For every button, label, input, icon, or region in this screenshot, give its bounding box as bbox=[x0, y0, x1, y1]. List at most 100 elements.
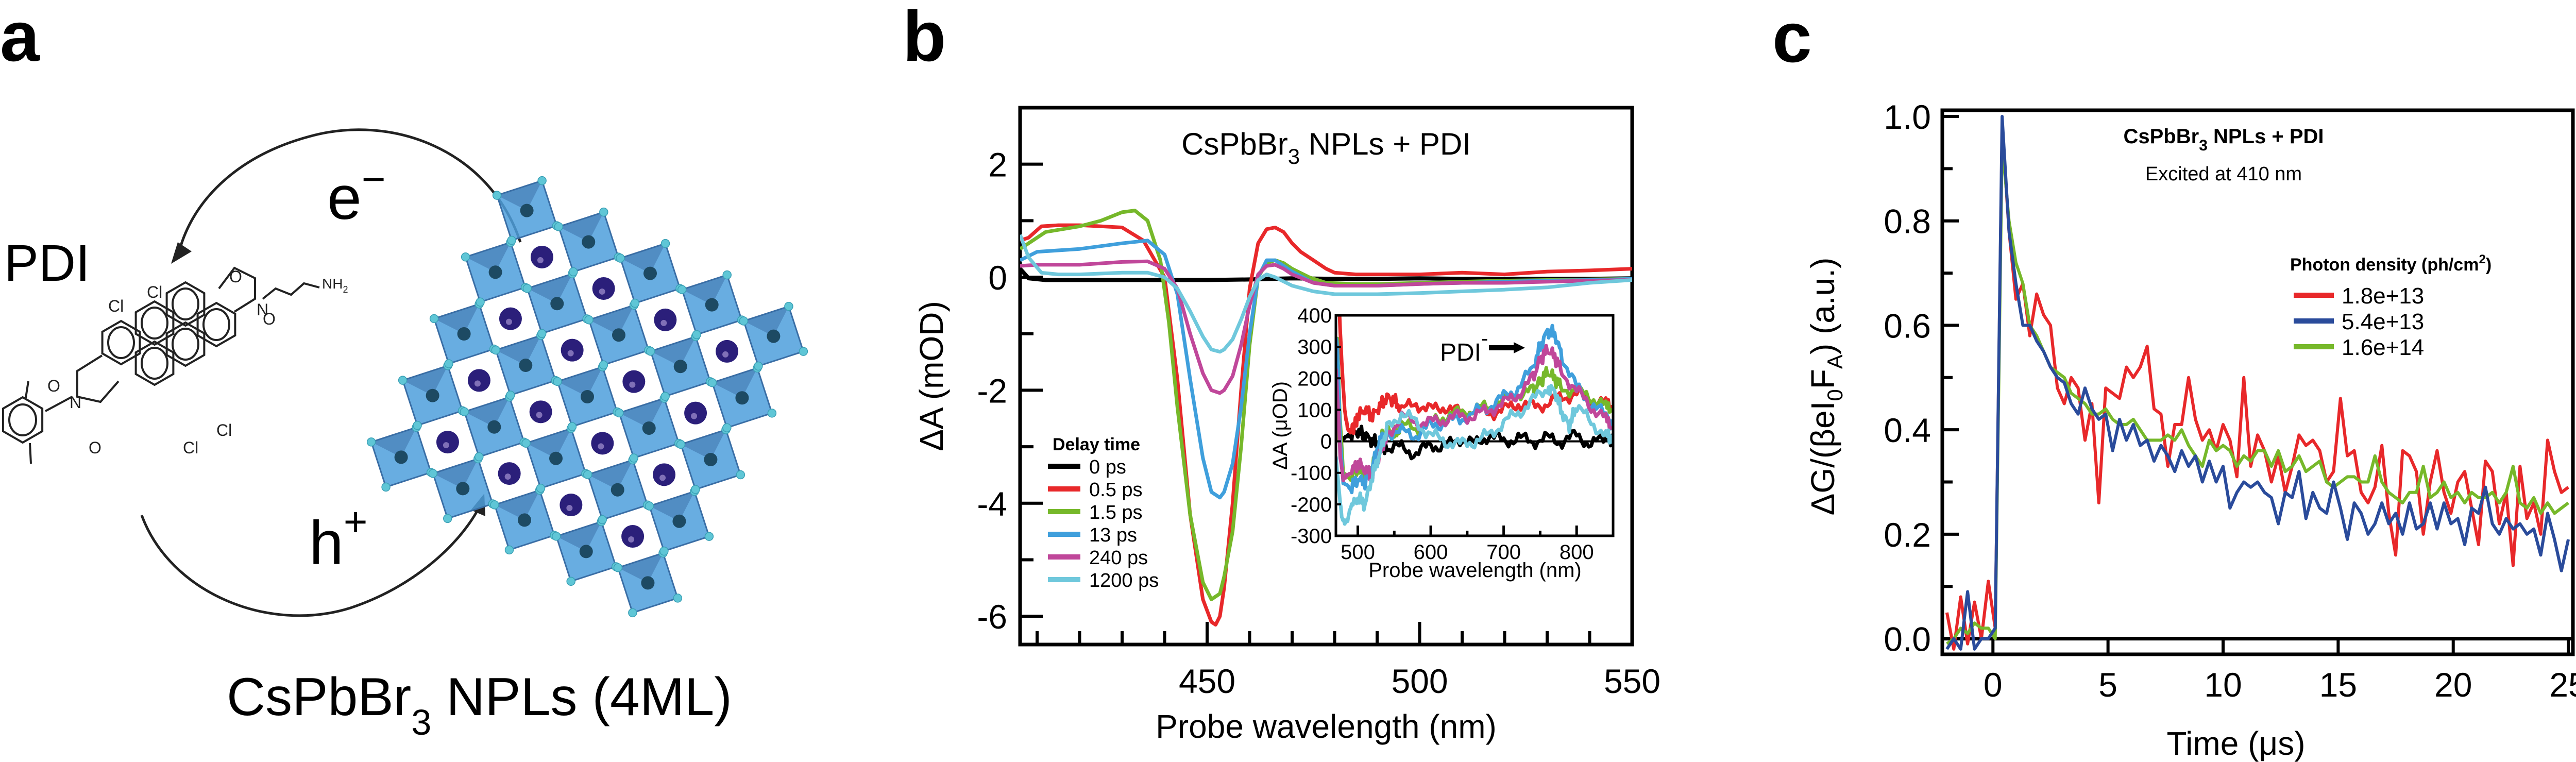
br-atom bbox=[630, 298, 640, 308]
x-axis-ticks-b: 450 500 550 bbox=[1036, 622, 1660, 700]
br-atom bbox=[553, 377, 562, 386]
cs-atom bbox=[529, 400, 552, 424]
br-atom bbox=[583, 470, 592, 479]
inset-series-line-1200-ps bbox=[1336, 384, 1613, 526]
br-atom bbox=[398, 376, 408, 385]
br-atom bbox=[613, 563, 623, 572]
x-axis-ticks-inset: 500 600 700 800 bbox=[1341, 526, 1615, 564]
pb-atom bbox=[735, 391, 749, 405]
plot-frame-b bbox=[1018, 106, 1634, 647]
pb-atom bbox=[518, 513, 532, 527]
br-atom bbox=[443, 514, 452, 523]
y-tick-label: -100 bbox=[1291, 462, 1332, 485]
br-atom bbox=[552, 532, 561, 541]
br-atom bbox=[537, 329, 547, 338]
pdi-anion-annotation: PDI- bbox=[1440, 327, 1488, 366]
pb-atom bbox=[394, 450, 408, 464]
cs-atom bbox=[436, 431, 459, 454]
atom-label: Cl bbox=[108, 297, 124, 315]
x-tick-label: 700 bbox=[1486, 541, 1521, 564]
electron-label: e− bbox=[327, 156, 385, 232]
br-atom bbox=[492, 191, 502, 200]
y-tick-label: 2 bbox=[988, 146, 1007, 184]
series-line-0-5-ps bbox=[1020, 223, 1632, 627]
legend-title-b: Delay time bbox=[1053, 435, 1140, 454]
plot-frame-inset bbox=[1334, 314, 1615, 537]
legend-label: 1.6e+14 bbox=[2342, 335, 2424, 360]
pb-atom bbox=[612, 328, 625, 342]
br-atom bbox=[474, 452, 484, 462]
pb-atom bbox=[456, 482, 470, 496]
br-atom bbox=[659, 546, 669, 556]
atom-label: Cl bbox=[147, 283, 162, 301]
panel-label-b: b bbox=[903, 0, 946, 76]
y-tick-label: 0.4 bbox=[1884, 411, 1931, 449]
br-atom bbox=[660, 392, 670, 401]
inset-series-line-240-ps bbox=[1336, 344, 1613, 483]
atom-label: Cl bbox=[216, 421, 232, 439]
br-atom bbox=[490, 500, 499, 510]
pb-atom bbox=[488, 265, 502, 279]
x-tick-label: 450 bbox=[1179, 662, 1235, 700]
br-atom bbox=[736, 470, 745, 480]
curved-arrow-electron-transfer-icon bbox=[171, 128, 522, 264]
cs-atom bbox=[621, 525, 645, 548]
legend-label: 1.8e+13 bbox=[2342, 283, 2424, 309]
cs-atom bbox=[684, 401, 707, 425]
pb-atom bbox=[487, 420, 501, 434]
br-atom bbox=[461, 252, 470, 262]
series-lines-b bbox=[1020, 209, 1632, 627]
pb-atom bbox=[611, 483, 624, 497]
x-axis-label-c: Time (μs) bbox=[2166, 725, 2305, 762]
y-tick-label: -2 bbox=[977, 371, 1007, 410]
legend-label: 0 ps bbox=[1089, 456, 1126, 478]
series-line-1-8e-13 bbox=[1945, 125, 2569, 651]
y-tick-label: -200 bbox=[1291, 494, 1332, 516]
br-atom bbox=[429, 314, 439, 324]
x-tick-label: 600 bbox=[1414, 541, 1448, 564]
br-atom bbox=[476, 297, 485, 307]
panel-label-c: c bbox=[1772, 0, 1812, 77]
x-tick-label: 25 bbox=[2549, 666, 2576, 704]
x-tick-label: 10 bbox=[2204, 666, 2242, 704]
br-atom bbox=[381, 482, 391, 492]
pb-atom bbox=[705, 298, 719, 312]
y-tick-label: 400 bbox=[1297, 304, 1332, 327]
x-tick-label: 550 bbox=[1604, 662, 1660, 700]
pb-atom bbox=[672, 514, 686, 528]
legend-label: 1.5 ps bbox=[1089, 502, 1143, 523]
br-atom bbox=[722, 423, 732, 432]
chart-subtitle-c: Excited at 410 nm bbox=[2145, 163, 2302, 185]
y-axis-ticks-b: 2 0 -2 -4 -6 bbox=[977, 146, 1043, 636]
br-atom bbox=[739, 316, 749, 326]
br-atom bbox=[645, 501, 654, 511]
hole-label: h+ bbox=[309, 499, 367, 578]
pdi-label: PDI bbox=[4, 234, 90, 292]
pb-atom bbox=[520, 204, 534, 217]
y-axis-ticks-c: 0.0 0.2 0.4 0.6 0.8 1.0 bbox=[1884, 98, 1959, 658]
atom-label: O bbox=[89, 438, 101, 457]
br-atom bbox=[707, 378, 717, 387]
br-atom bbox=[754, 361, 763, 371]
br-atom bbox=[428, 469, 438, 478]
y-tick-label: -300 bbox=[1291, 525, 1332, 548]
pb-atom bbox=[581, 390, 594, 403]
pb-atom bbox=[579, 545, 593, 558]
br-atom bbox=[628, 608, 637, 618]
br-atom bbox=[614, 408, 624, 418]
br-atom bbox=[722, 270, 732, 280]
cs-atom bbox=[499, 307, 522, 330]
panel-b: b 20-2-4-6 450 500 550 CsPbBr3 NPLs + PDI … bbox=[903, 0, 1660, 745]
atom-label: N bbox=[257, 300, 268, 319]
br-atom bbox=[616, 253, 625, 263]
pb-atom bbox=[549, 451, 563, 465]
legend-title-c: Photon density (ph/cm2) bbox=[2290, 252, 2492, 275]
legend-label: 240 ps bbox=[1089, 547, 1148, 569]
br-atom bbox=[537, 176, 547, 185]
br-atom bbox=[366, 437, 376, 447]
br-atom bbox=[554, 222, 564, 231]
pb-atom bbox=[643, 266, 657, 280]
br-atom bbox=[444, 359, 453, 368]
series-lines-c bbox=[1945, 115, 2570, 651]
